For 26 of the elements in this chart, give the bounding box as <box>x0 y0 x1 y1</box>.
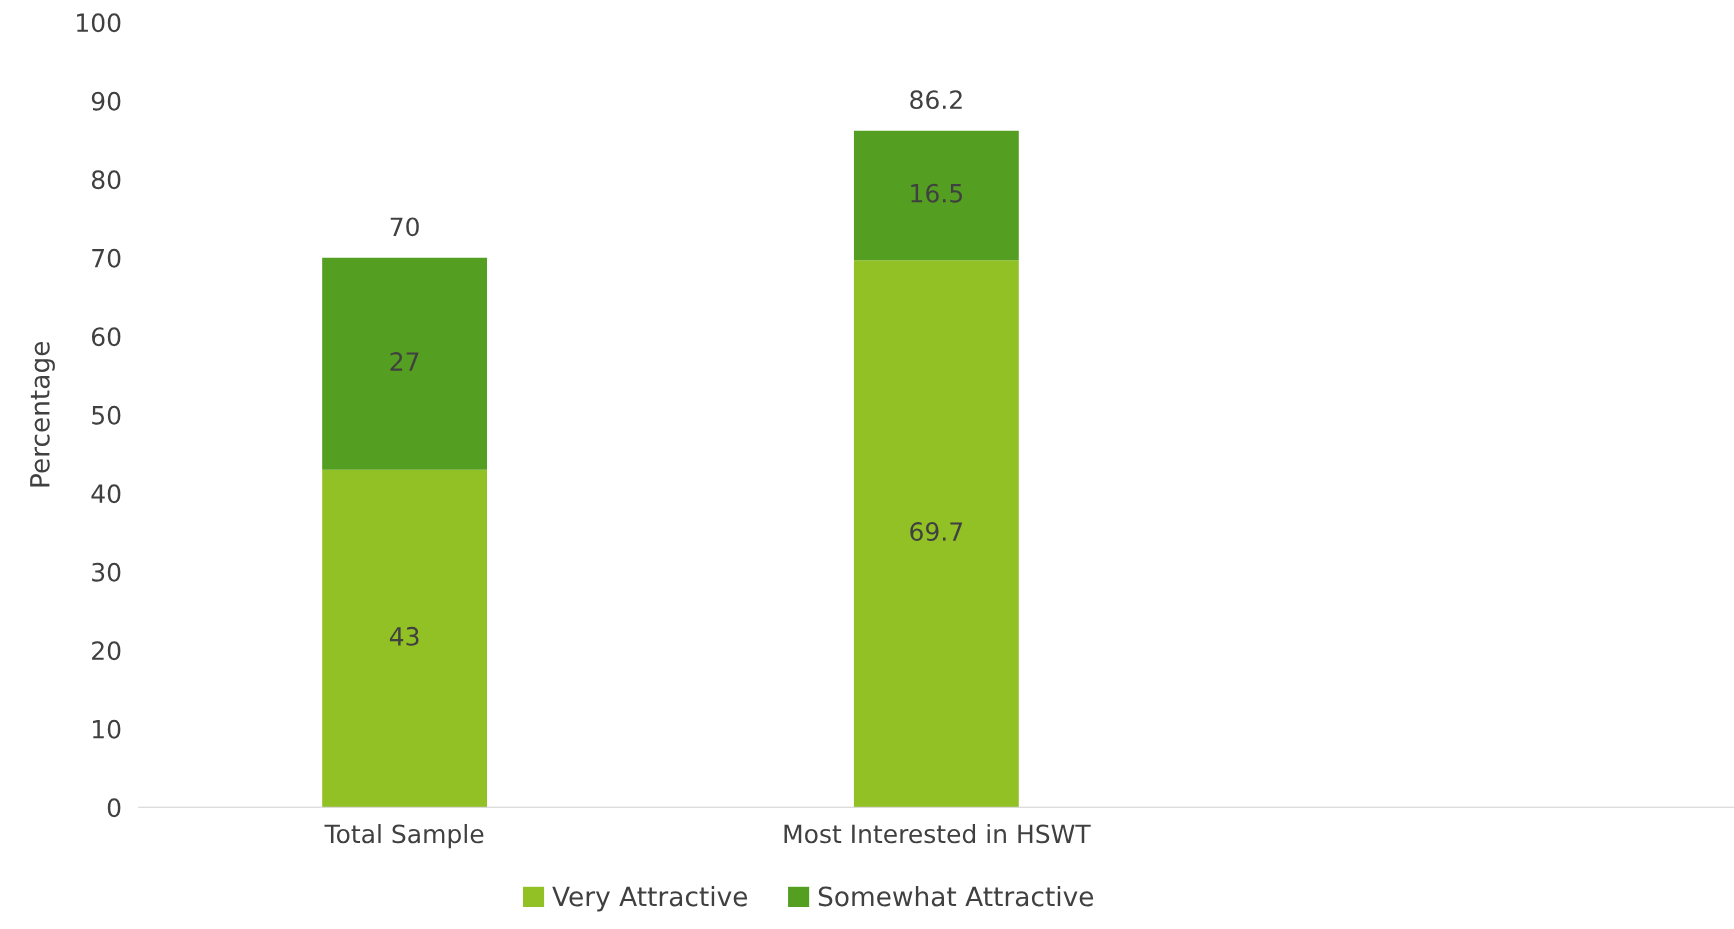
legend-label: Somewhat Attractive <box>818 886 1094 907</box>
legend-label: Very Attractive <box>552 886 748 912</box>
y-axis-title: Percentage <box>30 341 55 487</box>
bar <box>853 260 1019 808</box>
bar <box>853 130 1019 261</box>
y-tick-label: 40 <box>91 484 121 504</box>
y-tick-label: 20 <box>92 641 121 661</box>
bar <box>322 257 488 470</box>
y-tick-label: 0 <box>107 798 121 818</box>
data-label: 27 <box>390 352 419 371</box>
bar <box>322 469 488 808</box>
total-label: 70 <box>390 217 419 237</box>
y-tick-label: 90 <box>91 91 121 111</box>
y-tick-label: 70 <box>92 248 121 268</box>
x-tick-label: Most Interested in HSWT <box>784 823 1091 844</box>
y-tick-label: 10 <box>92 719 121 739</box>
y-tick-label: 60 <box>91 327 121 347</box>
y-tick-label: 50 <box>92 405 121 425</box>
total-label: 86.2 <box>910 90 962 110</box>
data-label: 43 <box>389 626 419 646</box>
data-label: 16.5 <box>911 183 963 203</box>
y-tick-label: 100 <box>77 13 121 33</box>
y-tick-label: 80 <box>91 170 121 190</box>
data-label: 69.7 <box>910 522 963 541</box>
x-tick-label: Total Sample <box>324 823 484 849</box>
y-tick-label: 30 <box>92 562 121 582</box>
